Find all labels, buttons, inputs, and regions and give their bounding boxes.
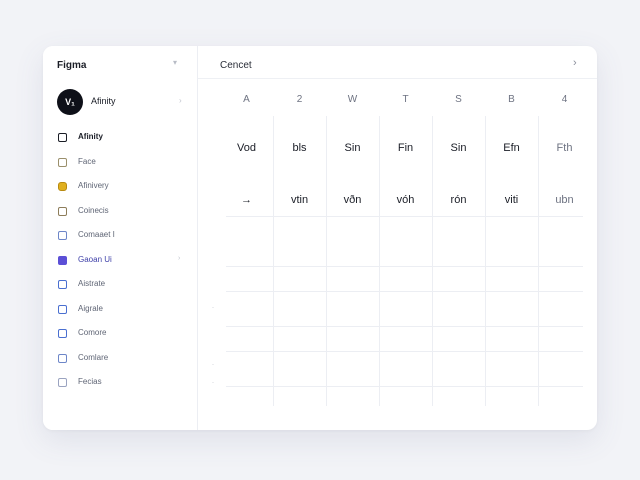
sidebar-item[interactable]: Coinecis [57, 206, 187, 231]
calendar-cell[interactable]: vóh [396, 194, 415, 206]
day-header: A [243, 94, 250, 105]
image-icon [58, 157, 67, 167]
sidebar-item-label: Comore [78, 328, 107, 337]
grid-column-divider [432, 116, 433, 406]
sidebar-item[interactable]: Afinivery [57, 181, 187, 206]
row-marker: · [212, 380, 214, 386]
sidebar-item-label: Afinity [78, 132, 103, 141]
grid-icon [58, 378, 67, 387]
grid-row-divider [226, 351, 583, 352]
sidebar-item-label: Coinecis [78, 205, 109, 215]
grid-row-divider [226, 216, 583, 217]
calendar-cell[interactable]: bls [292, 142, 307, 154]
grid-column-divider [485, 116, 486, 406]
lock-icon [58, 353, 67, 363]
app-window: Figma ▾ V₁ Afinity › Afinity Face Afiniver… [43, 46, 597, 430]
grid-row-divider [226, 326, 583, 327]
calendar-cell[interactable]: Efn [503, 142, 520, 154]
sidebar-item-label: Face [78, 156, 96, 166]
calendar-cell[interactable]: viti [504, 194, 519, 206]
chevron-right-icon: › [178, 254, 181, 262]
day-header: W [347, 94, 358, 105]
sidebar-item[interactable]: Comlare [57, 353, 187, 378]
sidebar-item[interactable]: Aistrate [57, 279, 187, 304]
sidebar-item[interactable]: Aigrale [57, 304, 187, 329]
sidebar-item-label: Aigrale [78, 303, 103, 313]
sidebar-item-label: Aistrate [78, 279, 106, 288]
sidebar-item[interactable]: Comaaet I [57, 230, 187, 255]
sidebar-nav: Afinity Face Afinivery Coinecis Comaaet I Gao… [57, 132, 187, 402]
sidebar-item[interactable]: Comore [57, 328, 187, 353]
calendar-cell[interactable]: rón [450, 194, 467, 206]
grid-row-divider [226, 386, 583, 387]
row-marker: · [212, 305, 214, 311]
calendar-cell[interactable]: Vod [237, 142, 256, 154]
sidebar-item[interactable]: Face [57, 157, 187, 182]
calendar-grid: A 2 W T S B 4 Vod bls Sin Fin Sin Efn Fth → vtin vðn vóh r… [212, 86, 583, 406]
sidebar-item-label: Afinivery [78, 181, 109, 190]
main-panel: Cencet › A 2 W T S B 4 Vod bls Sin Fin Sin Efn Fth → vt… [198, 46, 597, 430]
sidebar-item-label: Gaoan Ui [78, 254, 112, 264]
calendar-cell[interactable]: vðn [343, 194, 362, 206]
grid-column-divider [379, 116, 380, 406]
folder-icon [58, 182, 67, 191]
chevron-down-icon[interactable]: ▾ [173, 58, 178, 67]
main-header: Cencet › [198, 46, 597, 79]
avatar: V₁ [57, 89, 83, 115]
globe-icon [58, 304, 67, 314]
page-title: Cencet [220, 60, 252, 71]
day-header: 2 [296, 94, 303, 105]
app-title: Figma [57, 60, 87, 71]
sidebar-item[interactable]: Fecias [57, 377, 187, 402]
calendar-icon [58, 231, 67, 240]
refresh-icon [58, 329, 67, 338]
grid-column-divider [273, 116, 274, 406]
calendar-cell[interactable]: → [241, 194, 252, 206]
grid-row-divider [226, 291, 583, 292]
chevron-right-icon[interactable]: › [573, 57, 577, 69]
day-header: S [455, 94, 462, 105]
sidebar: Figma ▾ V₁ Afinity › Afinity Face Afiniver… [43, 46, 198, 430]
calendar-cell[interactable]: Sin [344, 142, 361, 154]
sidebar-item[interactable]: Afinity [57, 132, 187, 157]
chat-icon [58, 206, 67, 216]
day-header: B [508, 94, 515, 105]
calendar-cell[interactable]: Fin [397, 142, 414, 154]
day-header: 4 [561, 94, 568, 105]
component-icon [58, 255, 67, 265]
workspace-name: Afinity [91, 96, 116, 106]
grid-column-divider [326, 116, 327, 406]
layout-icon [58, 133, 67, 142]
calendar-cell[interactable]: Sin [450, 142, 467, 154]
pen-icon [58, 280, 67, 289]
sidebar-item-label: Fecias [78, 377, 102, 386]
calendar-cell[interactable]: vtin [290, 194, 309, 206]
grid-row-divider [226, 266, 583, 267]
day-header: T [402, 94, 409, 105]
workspace-switcher[interactable]: V₁ Afinity › [57, 89, 187, 115]
sidebar-item[interactable]: Gaoan Ui › [57, 255, 187, 280]
calendar-cell[interactable]: ubn [555, 194, 574, 206]
grid-column-divider [538, 116, 539, 406]
sidebar-item-label: Comlare [78, 352, 109, 362]
sidebar-item-label: Comaaet I [78, 230, 115, 239]
calendar-cell[interactable]: Fth [556, 142, 573, 154]
chevron-right-icon: › [179, 96, 182, 105]
row-marker: · [212, 362, 214, 368]
